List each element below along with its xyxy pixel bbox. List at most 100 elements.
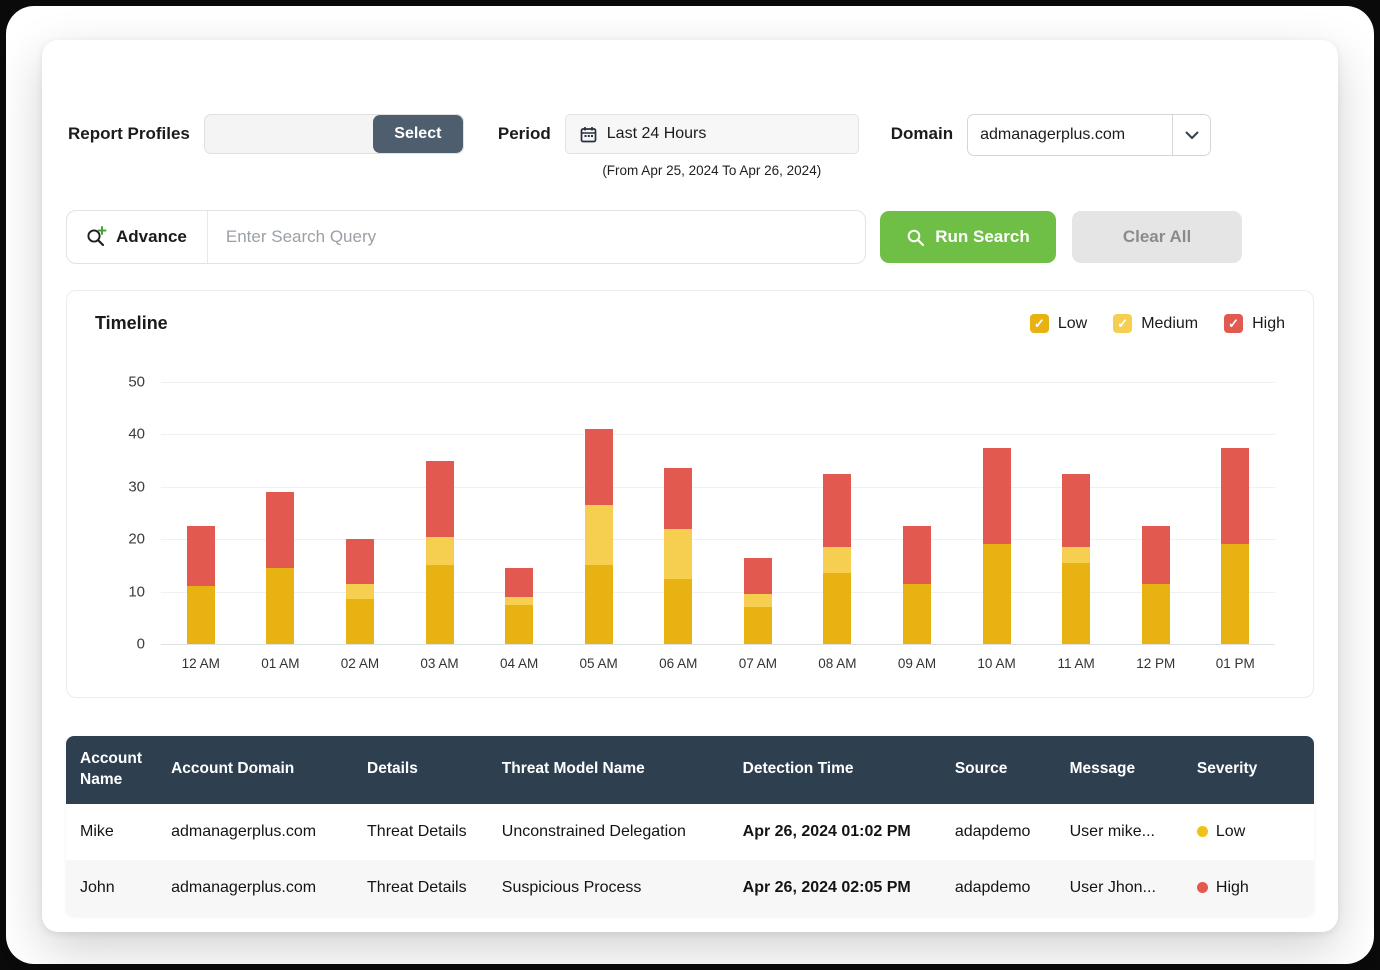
bar-segment-medium [664,528,693,579]
stacked-bar[interactable] [823,473,852,644]
stacked-bar[interactable] [345,539,374,644]
bar-segment-high [664,468,693,529]
threat-details-link[interactable]: Threat Details [367,878,467,896]
x-tick-label: 08 AM [818,656,857,671]
table-row[interactable]: Mike admanagerplus.com Threat Details Un… [66,804,1314,860]
x-tick-label: 05 AM [579,656,618,671]
chevron-down-icon [1185,131,1199,139]
legend-checkbox-low[interactable]: ✓ [1029,314,1049,333]
col-account-name: Account Name [66,736,158,804]
stacked-bar[interactable] [584,429,613,644]
stacked-bar[interactable] [1221,447,1250,644]
bar-segment-low [186,586,215,644]
y-tick-label: 50 [128,373,145,391]
select-button[interactable]: Select [372,115,463,153]
bar-segment-high [743,557,772,595]
legend-checkbox-high[interactable]: ✓ [1224,314,1244,333]
stacked-bar[interactable] [505,568,534,644]
stacked-bar[interactable] [664,468,693,644]
calendar-icon [580,126,597,142]
bar-column: 11 AM [1036,382,1116,671]
bar-segment-high [1062,473,1091,548]
stacked-bar[interactable] [1062,473,1091,644]
gridline [161,591,1275,593]
col-account-domain: Account Domain [157,736,354,804]
legend-item-high[interactable]: ✓ High [1224,314,1285,333]
domain-dropdown-toggle[interactable] [1172,115,1210,155]
search-shell: Advance [66,210,866,264]
stacked-bar[interactable] [186,526,215,644]
bar-segment-high [266,492,295,569]
stacked-bar[interactable] [743,557,772,644]
col-message: Message [1055,736,1183,804]
bar-segment-low [1221,544,1250,644]
x-tick-label: 02 AM [340,656,380,671]
legend-label: High [1252,314,1285,332]
y-tick-label: 30 [128,478,145,496]
table-row[interactable]: John admanagerplus.com Threat Details Su… [66,859,1314,916]
bar-segment-low [982,544,1011,644]
cell-account-name: John [80,878,115,896]
stacked-bar[interactable] [982,447,1011,644]
advance-label: Advance [116,227,187,246]
bar-segment-low [505,604,534,644]
severity-label: Low [1215,822,1246,840]
cell-source: adapdemo [954,822,1031,840]
bar-segment-low [584,565,613,644]
legend-item-low[interactable]: ✓ Low [1029,314,1087,333]
bar-segment-high [505,568,534,597]
bar-segment-low [425,565,454,644]
domain-dropdown[interactable]: admanagerplus.com [967,114,1212,156]
x-tick-label: 11 AM [1057,656,1095,671]
x-tick-label: 04 AM [499,656,539,671]
legend-checkbox-medium[interactable]: ✓ [1113,314,1133,333]
bar-segment-high [823,473,852,548]
bar-column: 12 AM [161,382,241,671]
filter-bar: Report Profiles Select Period [66,114,1314,178]
bar-segment-low [1141,583,1170,644]
cell-source: adapdemo [954,878,1031,896]
stacked-bar[interactable] [902,526,931,644]
gridline [161,486,1275,488]
x-tick-label: 03 AM [420,656,459,671]
x-tick-label: 07 AM [738,656,777,671]
clear-all-button[interactable]: Clear All [1072,211,1242,263]
bar-segment-medium [823,547,852,574]
threat-details-link[interactable]: Threat Details [367,822,467,840]
bar-column: 10 AM [957,382,1037,671]
legend-item-medium[interactable]: ✓ Medium [1113,314,1198,333]
col-source: Source [940,736,1056,804]
run-search-label: Run Search [935,227,1030,246]
timeline-plot: 12 AM 01 AM 02 AM 03 AM 04 AM 05 AM 06 AM 07 AM… [161,382,1275,671]
bar-column: 02 AM [320,382,400,671]
advance-search-button[interactable]: Advance [67,211,208,263]
stacked-bar[interactable] [1141,526,1170,644]
bar-column: 05 AM [559,382,639,671]
cell-threat-model: Unconstrained Delegation [501,822,686,840]
search-bar: Advance Run Search Clear All [66,210,1314,264]
bar-segment-medium [505,596,534,605]
bar-segment-high [1221,447,1250,545]
bar-segment-high [345,539,374,584]
cell-account-name: Mike [80,822,114,840]
threats-table: Account Name Account Domain Details Thre… [66,736,1314,916]
stacked-bar[interactable] [425,460,454,644]
y-tick-label: 0 [136,635,145,653]
x-tick-label: 12 PM [1136,656,1176,671]
search-input[interactable] [207,211,865,263]
gridline [161,382,1275,383]
report-profiles-field[interactable]: Select [203,114,464,154]
report-profiles-input[interactable] [205,115,373,153]
stacked-bar[interactable] [266,492,295,644]
run-search-button[interactable]: Run Search [880,211,1056,263]
y-tick-label: 20 [128,530,145,548]
domain-group: Domain admanagerplus.com [891,114,1212,156]
col-severity: Severity [1182,736,1314,804]
col-threat-model-name: Threat Model Name [487,736,729,804]
period-value: Last 24 Hours [606,125,707,142]
period-label: Period [497,124,551,143]
gridline [161,434,1275,436]
timeline-plot-area: 0 10 20 30 40 50 12 AM 01 AM 02 AM 03 AM 04 AM 05 … [128,374,1275,671]
app-window: Report Profiles Select Period [6,6,1374,964]
period-picker[interactable]: Last 24 Hours [564,114,859,154]
